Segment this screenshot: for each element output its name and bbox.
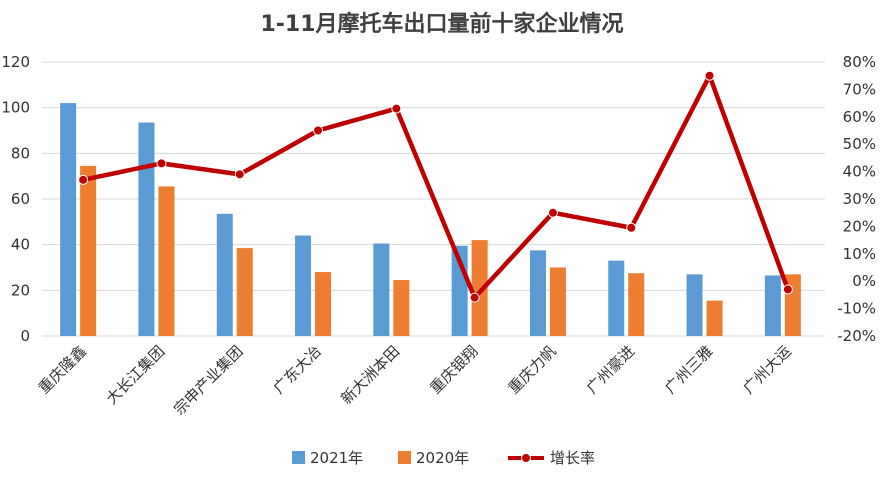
bar xyxy=(236,248,253,336)
left-tick-label: 100 xyxy=(1,99,30,117)
category-label: 重庆隆鑫 xyxy=(35,342,90,397)
bar xyxy=(549,267,566,336)
growth-line xyxy=(78,70,793,303)
growth-point xyxy=(626,222,637,233)
right-tick-label: 70% xyxy=(843,80,876,98)
legend-label: 2021年 xyxy=(310,449,363,467)
bars xyxy=(60,103,801,336)
left-tick-label: 120 xyxy=(1,53,30,71)
left-tick-label: 80 xyxy=(11,144,30,162)
category-label: 广州豪进 xyxy=(583,342,638,397)
growth-point xyxy=(547,207,558,218)
growth-point xyxy=(391,103,402,114)
right-tick-label: 50% xyxy=(843,135,876,153)
right-tick-label: 0% xyxy=(852,272,876,290)
chart-title: 1-11月摩托车出口量前十家企业情况 xyxy=(260,11,623,37)
category-labels: 重庆隆鑫 大长江集团 宗申产业集团 广东大冶 新大洲本田 重庆银翔 重庆力帆 广州豪进 广州三雅… xyxy=(35,342,795,418)
growth-point xyxy=(156,158,167,169)
right-tick-label: 30% xyxy=(843,190,876,208)
left-tick-label: 20 xyxy=(11,281,30,299)
legend-label: 增长率 xyxy=(550,449,595,467)
bar xyxy=(216,213,233,336)
right-axis-ticks: -20% -10% 0% 10% 20% 30% 40% 50% 60% 70% 80% xyxy=(837,53,876,345)
bar xyxy=(60,103,77,336)
legend-swatch xyxy=(292,451,305,464)
growth-line-path xyxy=(80,73,791,300)
bar xyxy=(295,235,312,336)
right-tick-label: 20% xyxy=(843,217,876,235)
bar xyxy=(373,243,390,336)
bar xyxy=(628,273,645,336)
bar xyxy=(706,300,723,336)
growth-point xyxy=(782,284,793,295)
bar xyxy=(471,240,488,336)
bar-series xyxy=(60,103,781,336)
bar xyxy=(80,165,97,336)
legend-marker xyxy=(521,453,531,463)
bar xyxy=(764,275,781,336)
bar xyxy=(393,280,410,336)
category-label: 新大洲本田 xyxy=(337,342,403,408)
bar xyxy=(138,122,155,336)
bar xyxy=(158,186,175,336)
category-label: 广州三雅 xyxy=(661,342,716,397)
legend-label: 2020年 xyxy=(416,449,469,467)
left-tick-label: 0 xyxy=(20,327,30,345)
category-label: 大长江集团 xyxy=(103,342,169,408)
growth-point xyxy=(704,70,715,81)
right-tick-label: -20% xyxy=(837,327,876,345)
right-tick-label: 40% xyxy=(843,163,876,181)
category-label: 广东大冶 xyxy=(270,342,325,397)
right-tick-label: 60% xyxy=(843,108,876,126)
right-tick-label: -10% xyxy=(837,300,876,318)
bar-series xyxy=(80,165,801,336)
legend: 2021年 2020年 增长率 xyxy=(292,449,595,467)
bar xyxy=(608,260,625,336)
left-tick-label: 40 xyxy=(11,236,30,254)
left-axis-ticks: 0 20 40 60 80 100 120 xyxy=(1,53,30,345)
category-label: 广州大运 xyxy=(740,342,795,397)
bar xyxy=(529,250,546,336)
bar xyxy=(686,274,703,336)
legend-swatch xyxy=(398,451,411,464)
growth-point xyxy=(234,169,245,180)
right-tick-label: 80% xyxy=(843,53,876,71)
left-tick-label: 60 xyxy=(11,190,30,208)
growth-point xyxy=(313,125,324,136)
right-tick-label: 10% xyxy=(843,245,876,263)
category-label: 重庆银翔 xyxy=(426,342,481,397)
growth-point xyxy=(469,292,480,303)
category-label: 宗申产业集团 xyxy=(170,342,246,418)
bar xyxy=(315,272,332,336)
growth-point xyxy=(78,174,89,185)
category-label: 重庆力帆 xyxy=(505,342,560,397)
